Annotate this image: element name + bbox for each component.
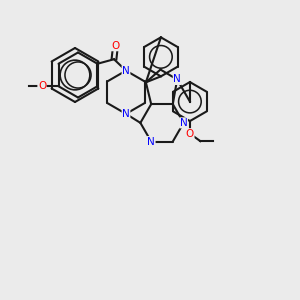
Text: N: N: [122, 109, 130, 119]
Text: O: O: [38, 81, 46, 91]
Text: N: N: [173, 74, 181, 85]
Text: N: N: [180, 118, 188, 128]
Text: N: N: [147, 136, 155, 147]
Text: N: N: [122, 66, 130, 76]
Text: O: O: [186, 129, 194, 139]
Text: O: O: [111, 41, 120, 51]
